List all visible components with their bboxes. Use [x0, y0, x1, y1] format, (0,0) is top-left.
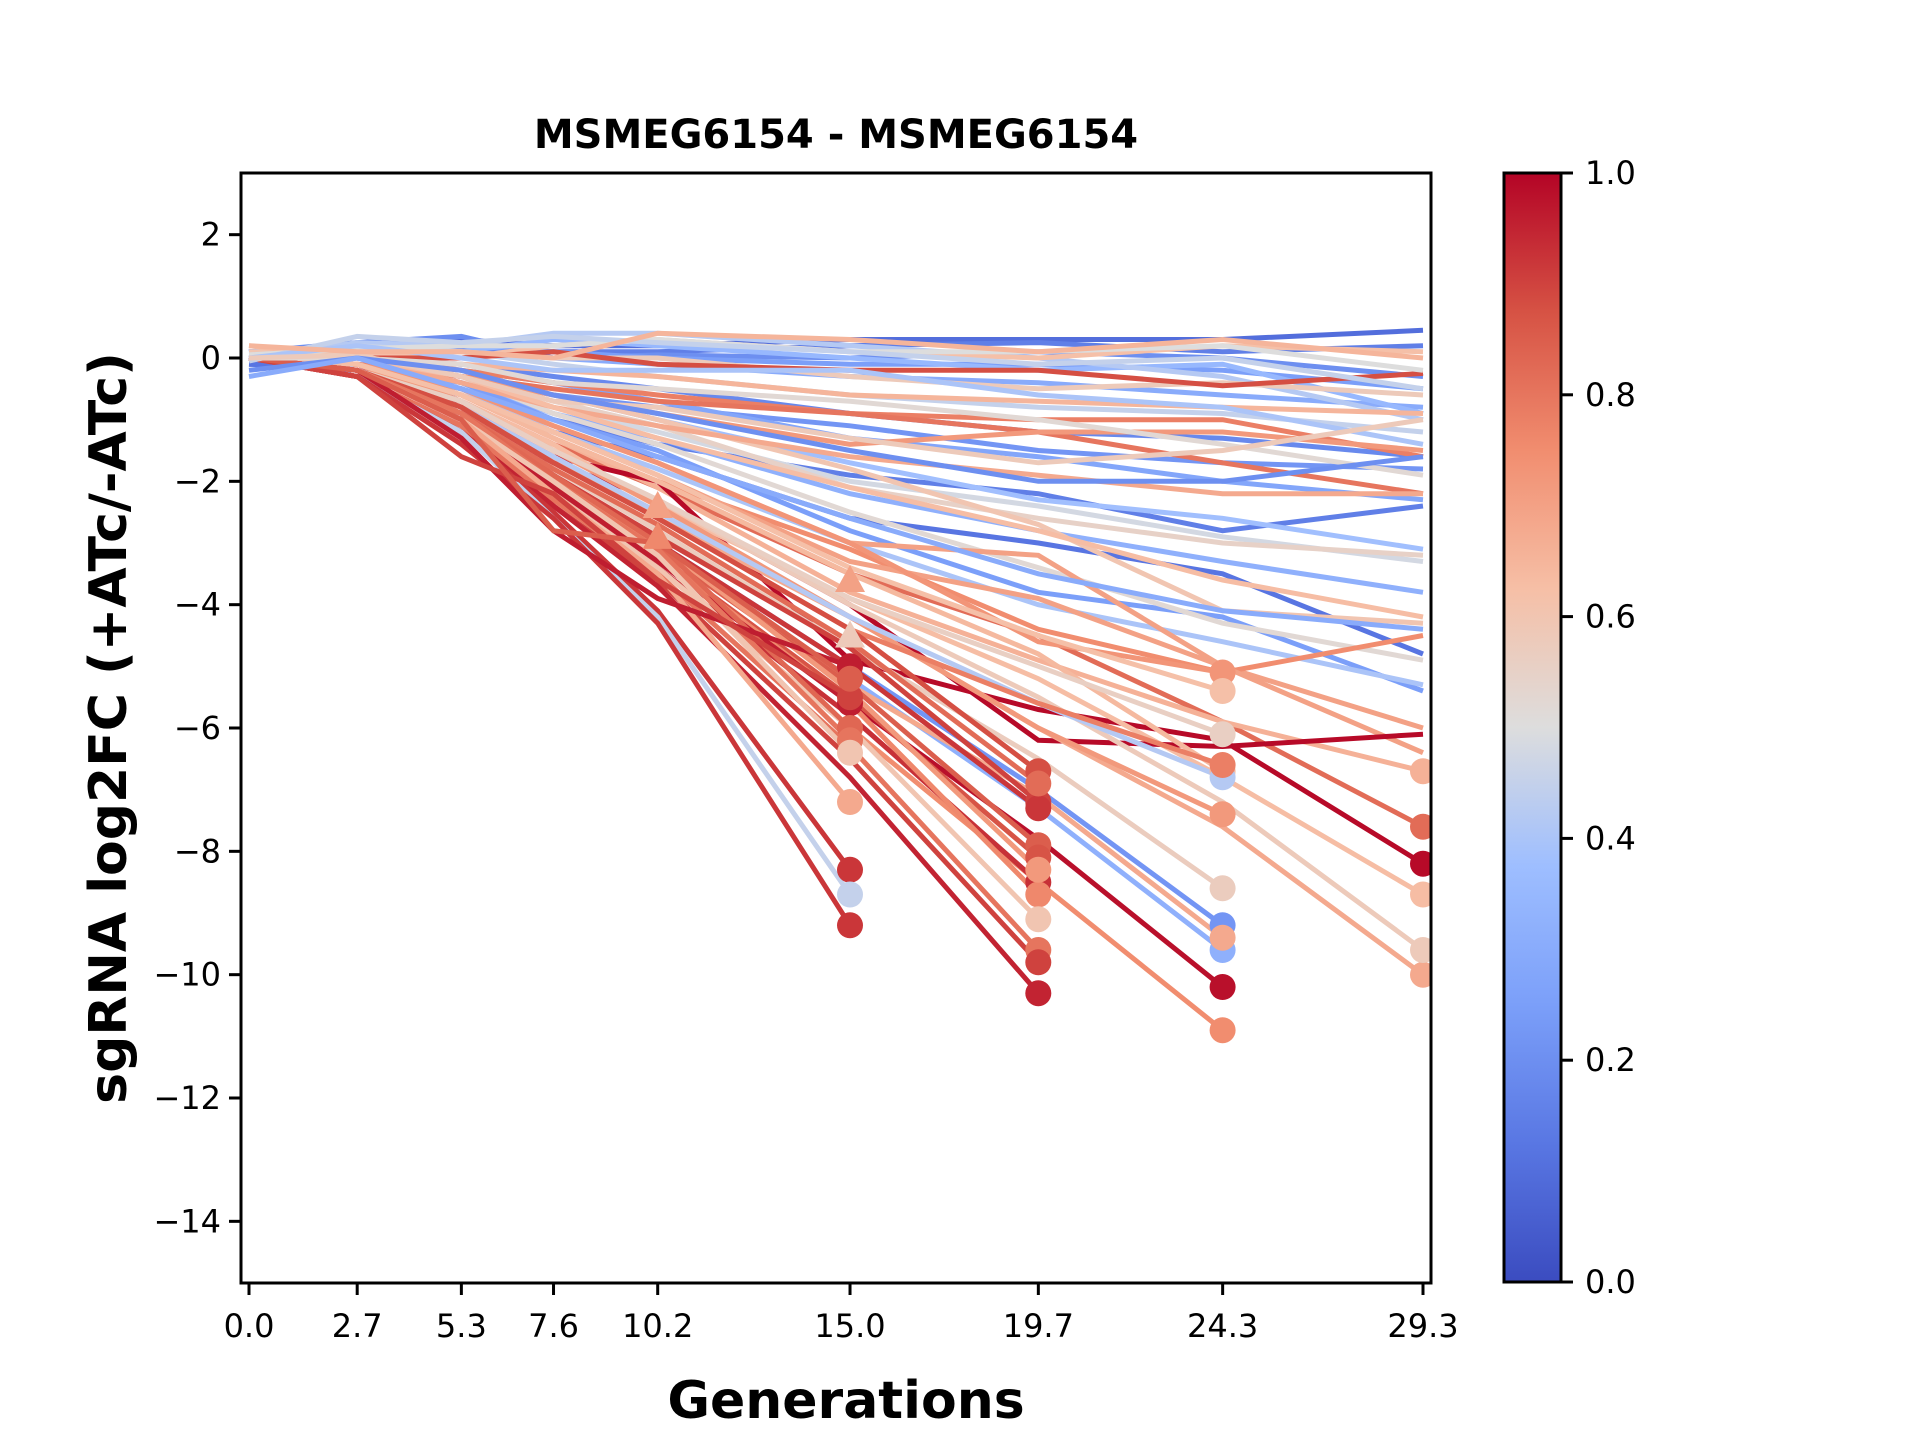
y-tick-label: −4	[174, 586, 221, 624]
x-tick-label: 2.7	[332, 1307, 383, 1345]
x-axis-ticks: 0.0 2.7 5.3 7.6 10.2 15.0 19.7 24.3 29.3	[224, 1283, 1459, 1345]
y-axis-title: sgRNA log2FC (+ATc/-ATc)	[79, 352, 139, 1104]
endpoint-marker	[1209, 752, 1236, 778]
endpoint-marker	[1410, 937, 1431, 963]
endpoint-marker	[1209, 678, 1236, 704]
series-line	[248, 333, 1424, 392]
endpoint-marker	[837, 665, 863, 692]
endpoint-marker	[1209, 974, 1236, 1000]
endpoint-marker	[837, 856, 863, 883]
endpoint-marker	[1209, 1017, 1236, 1044]
series-line	[248, 355, 1424, 484]
series-line	[248, 355, 1424, 632]
colorbar-tick-label: 0.8	[1585, 376, 1636, 414]
y-tick-label: −6	[174, 709, 221, 747]
endpoint-marker	[1025, 980, 1052, 1007]
endpoint-marker	[1025, 770, 1052, 797]
triangle-marker	[642, 491, 673, 518]
y-tick-label: −2	[174, 462, 221, 500]
endpoint-marker	[1410, 758, 1431, 785]
series-line	[248, 330, 1424, 361]
endpoint-marker	[1209, 801, 1236, 828]
y-tick-label: −8	[174, 832, 221, 870]
endpoint-marker	[837, 912, 863, 939]
x-axis-title: Generations	[667, 1371, 1024, 1431]
endpoint-marker	[1410, 850, 1431, 877]
endpoint-marker	[1025, 949, 1052, 976]
colorbar	[1502, 171, 1563, 1284]
colorbar-tick-label: 0.4	[1585, 819, 1636, 857]
chart-title: MSMEG6154 - MSMEG6154	[534, 112, 1138, 158]
colorbar-tick-label: 0.0	[1585, 1263, 1636, 1301]
series-line	[248, 355, 1224, 694]
endpoint-marker	[837, 881, 863, 908]
x-tick-label: 0.0	[224, 1307, 275, 1345]
endpoint-marker	[1209, 721, 1236, 748]
colorbar-ticks: 0.0 0.2 0.4 0.6 0.8 1.0	[1561, 154, 1636, 1301]
y-tick-label: −10	[153, 956, 221, 994]
endpoint-marker	[1025, 881, 1052, 908]
triangle-marker	[835, 620, 866, 648]
y-tick-label: −14	[153, 1202, 221, 1240]
x-tick-label: 19.7	[1003, 1307, 1074, 1345]
endpoint-marker	[1025, 856, 1052, 883]
y-tick-label: 0	[201, 339, 221, 377]
x-tick-label: 15.0	[814, 1307, 885, 1345]
triangle-marker	[642, 521, 673, 549]
endpoint-marker	[1209, 924, 1236, 951]
series-layer	[248, 327, 1425, 1033]
triangle-marker	[835, 565, 866, 592]
x-tick-label: 7.6	[528, 1307, 579, 1345]
marker-layer	[642, 491, 1431, 1044]
series-line	[248, 355, 852, 681]
endpoint-marker	[1410, 813, 1431, 840]
endpoint-marker	[1410, 961, 1431, 988]
colorbar-tick-label: 0.6	[1585, 598, 1636, 636]
endpoint-marker	[1209, 659, 1236, 686]
endpoint-marker	[837, 684, 863, 711]
endpoint-marker	[1209, 875, 1236, 902]
endpoint-marker	[1025, 906, 1052, 933]
colorbar-tick-label: 1.0	[1585, 154, 1636, 192]
y-tick-label: 2	[201, 216, 221, 254]
endpoint-marker	[1025, 795, 1052, 822]
colorbar-tick-label: 0.2	[1585, 1041, 1636, 1079]
y-axis-ticks: 2 0 −2 −4 −6 −8 −10 −12 −14	[153, 216, 241, 1240]
endpoint-marker	[837, 739, 863, 766]
x-tick-label: 29.3	[1387, 1307, 1458, 1345]
endpoint-marker	[837, 789, 863, 815]
endpoint-marker	[1410, 881, 1431, 908]
y-tick-label: −12	[153, 1079, 221, 1117]
x-tick-label: 5.3	[436, 1307, 487, 1345]
x-tick-label: 24.3	[1187, 1307, 1258, 1345]
x-tick-label: 10.2	[622, 1307, 693, 1345]
